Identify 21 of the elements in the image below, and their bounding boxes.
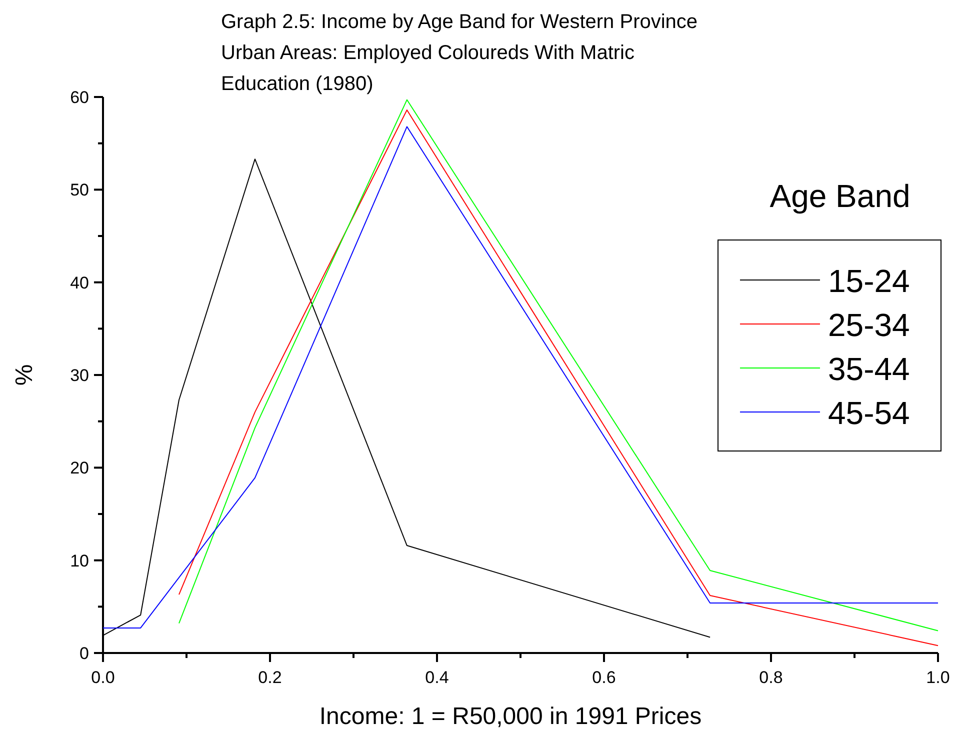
- y-tick-label: 10: [70, 551, 89, 570]
- legend-label: 45-54: [828, 395, 910, 431]
- y-tick-label: 20: [70, 458, 89, 478]
- chart-title: Graph 2.5: Income by Age Band for Western Province Urban Areas: Employed Coloureds With Matric Education (1980): [221, 11, 698, 95]
- x-tick-label: 0.0: [91, 668, 115, 687]
- x-tick-label: 1.0: [926, 668, 950, 687]
- legend-title: Age Band: [770, 178, 910, 214]
- y-tick-label: 60: [70, 88, 89, 107]
- x-axis-title: Income: 1 = R50,000 in 1991 Prices: [319, 703, 702, 730]
- y-tick-label: 50: [70, 180, 89, 200]
- x-tick-label: 0.4: [425, 668, 449, 687]
- legend-label: 25-34: [828, 307, 910, 343]
- x-tick-label: 0.8: [759, 668, 783, 687]
- y-tick-label: 40: [70, 273, 89, 292]
- y-tick-label: 30: [70, 366, 89, 385]
- x-tick-label: 0.6: [592, 668, 616, 687]
- y-axis-title: %: [11, 364, 38, 386]
- y-tick-label: 0: [80, 644, 89, 663]
- x-tick-label: 0.2: [258, 668, 282, 687]
- legend-label: 35-44: [828, 351, 910, 387]
- legend-label: 15-24: [828, 263, 910, 299]
